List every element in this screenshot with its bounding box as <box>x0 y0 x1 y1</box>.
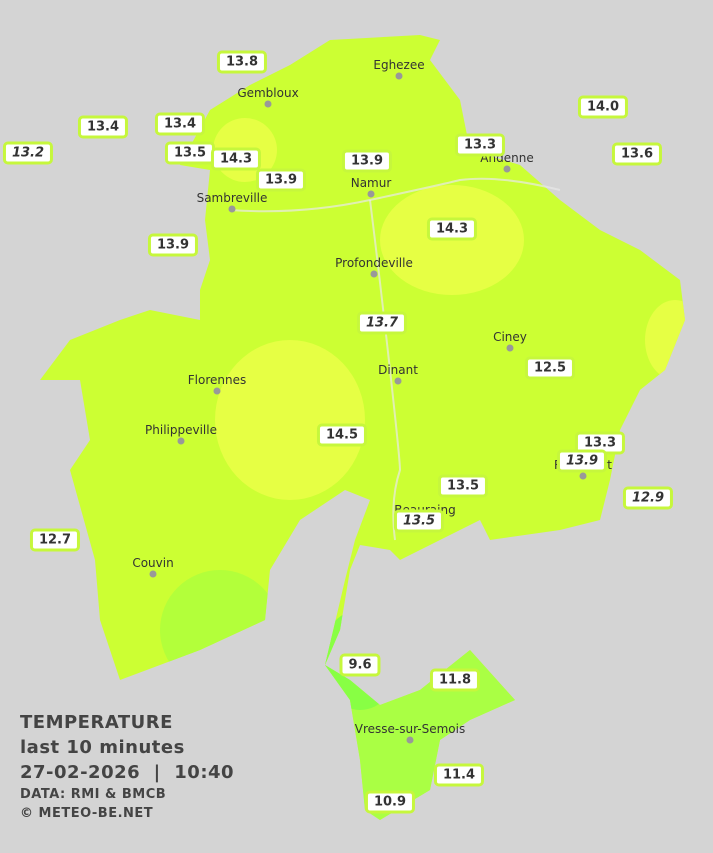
station-label: 9.6 <box>339 653 381 677</box>
station-label: 12.7 <box>29 528 81 552</box>
city-dot <box>395 72 403 80</box>
station-label: 13.8 <box>216 50 268 74</box>
station-label: 11.4 <box>433 763 485 787</box>
station-label: 13.9 <box>255 168 307 192</box>
river <box>369 199 402 541</box>
city-dot <box>406 736 414 744</box>
station-label: 13.5 <box>393 509 445 533</box>
station-label: 13.9 <box>341 149 393 173</box>
city-dot <box>506 344 514 352</box>
legend-source: DATA: RMI & BMCB <box>20 787 167 802</box>
station-label: 13.6 <box>611 142 663 166</box>
city-label: Gembloux <box>237 86 299 100</box>
city-label: Ciney <box>493 330 527 344</box>
warm-zone <box>215 340 365 500</box>
city-label: Philippeville <box>145 423 217 437</box>
city-dot <box>228 205 236 213</box>
city-dot <box>503 165 511 173</box>
legend-datetime: 27-02-2026 | 10:40 <box>20 762 235 783</box>
station-label: 12.9 <box>622 486 674 510</box>
station-label: 13.4 <box>154 112 206 136</box>
station-label: 13.9 <box>556 449 608 473</box>
city-dot <box>394 377 402 385</box>
legend: TEMPERATURE last 10 minutes 27-02-2026 |… <box>20 710 234 823</box>
city-label: Dinant <box>378 363 418 377</box>
station-label: 14.0 <box>577 95 629 119</box>
city-label: Couvin <box>132 556 174 570</box>
city-label: Profondeville <box>335 256 413 270</box>
legend-credit: © METEO-BE.NET <box>20 806 154 821</box>
city-dot <box>367 190 375 198</box>
cool-zone <box>160 570 280 690</box>
city-dot <box>264 100 272 108</box>
city-label: Vresse-sur-Semois <box>354 722 466 736</box>
station-label: 13.4 <box>77 115 129 139</box>
legend-period: last 10 minutes <box>20 737 185 758</box>
city-dot <box>177 437 185 445</box>
station-label: 14.3 <box>426 217 478 241</box>
city-label: Florennes <box>187 373 247 387</box>
city-dot <box>149 570 157 578</box>
cool-zone <box>310 580 530 820</box>
station-label: 13.9 <box>147 233 199 257</box>
station-label: 12.5 <box>524 356 576 380</box>
station-label: 13.3 <box>454 133 506 157</box>
city-label: Sambreville <box>196 191 268 205</box>
legend-title: TEMPERATURE <box>20 712 173 733</box>
city-dot <box>370 270 378 278</box>
station-label: 13.2 <box>2 141 54 165</box>
station-label: 10.9 <box>364 790 416 814</box>
station-label: 13.5 <box>164 141 216 165</box>
river <box>229 177 561 213</box>
station-label: 14.5 <box>316 423 368 447</box>
warm-zone <box>645 300 685 380</box>
city-dot <box>579 472 587 480</box>
city-dot <box>213 387 221 395</box>
station-label: 13.7 <box>356 311 408 335</box>
city-label: Namur <box>350 176 392 190</box>
station-label: 14.3 <box>210 147 262 171</box>
station-label: 11.8 <box>429 668 481 692</box>
station-label: 13.5 <box>437 474 489 498</box>
city-label: Eghezee <box>373 58 425 72</box>
